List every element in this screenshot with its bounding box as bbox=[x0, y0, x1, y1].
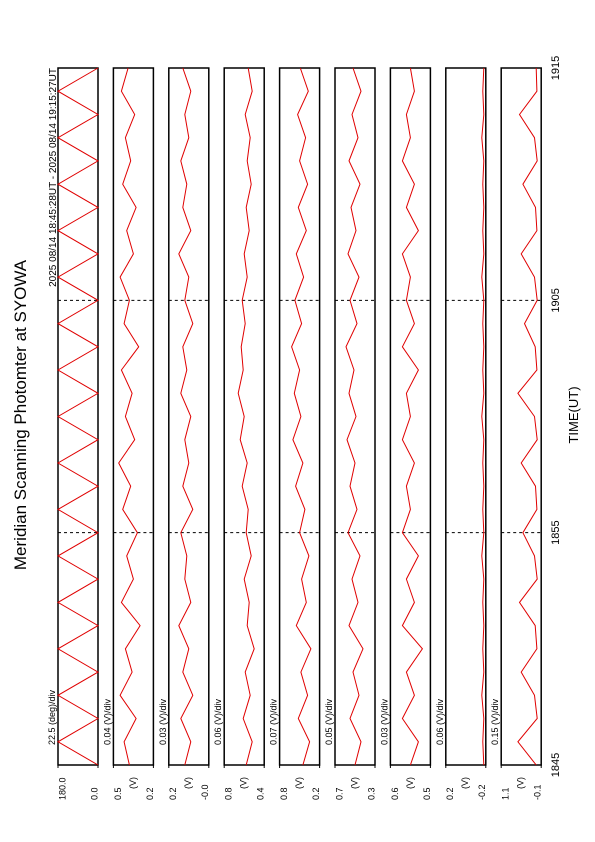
y-axis-label: (V) bbox=[294, 777, 304, 789]
y-tick-label: 0.2 bbox=[445, 787, 455, 800]
x-tick-label: 1855 bbox=[550, 520, 562, 544]
data-line bbox=[57, 67, 99, 766]
y-axis-label: (V) bbox=[516, 777, 526, 789]
data-line bbox=[401, 67, 424, 766]
y-axis-label: (V) bbox=[239, 777, 249, 789]
x-tick-label: 1905 bbox=[550, 288, 562, 312]
scale-label: 0.15 (V)/div bbox=[490, 698, 500, 745]
data-line bbox=[517, 67, 538, 766]
y-tick-label: 0.4 bbox=[256, 787, 266, 800]
scale-label: 0.06 (V)/div bbox=[213, 698, 223, 745]
y-axis-label: (V) bbox=[460, 777, 470, 789]
scale-label: 0.05 (V)/div bbox=[324, 698, 334, 745]
y-tick-label: 1.1 bbox=[501, 787, 511, 800]
x-axis-label: TIME(UT) bbox=[566, 386, 581, 443]
y-axis-label: (V) bbox=[128, 777, 138, 789]
scale-label: 0.04 (V)/div bbox=[102, 698, 112, 745]
y-tick-label: 0.8 bbox=[279, 787, 289, 800]
y-axis-label: (V) bbox=[405, 777, 415, 789]
data-line bbox=[345, 67, 364, 766]
y-tick-label: -0.2 bbox=[477, 784, 487, 800]
scale-label: 0.07 (V)/div bbox=[269, 698, 279, 745]
x-tick-label: 1915 bbox=[550, 56, 562, 80]
y-tick-label: 0.6 bbox=[390, 787, 400, 800]
panel-frame bbox=[168, 67, 210, 766]
y-tick-label: 0.2 bbox=[145, 787, 155, 800]
y-axis-label: (V) bbox=[183, 777, 193, 789]
scale-label: 22.5 (deg)/div bbox=[47, 689, 57, 745]
scale-label: 0.03 (V)/div bbox=[158, 698, 168, 745]
panel-frame bbox=[278, 67, 321, 766]
y-tick-label: 0.2 bbox=[311, 787, 321, 800]
y-tick-label: 0.0 bbox=[89, 787, 99, 800]
y-tick-label: 0.8 bbox=[224, 787, 234, 800]
data-line bbox=[178, 67, 194, 766]
chart-title: Meridian Scanning Photomter at SYOWA bbox=[11, 259, 30, 570]
y-tick-label: 0.3 bbox=[366, 787, 376, 800]
panel-frame bbox=[500, 67, 542, 766]
panel-frame bbox=[445, 67, 487, 766]
y-tick-label: 0.5 bbox=[422, 787, 432, 800]
y-axis-label: (V) bbox=[349, 777, 359, 789]
data-line bbox=[118, 67, 141, 766]
data-line bbox=[481, 67, 485, 766]
scale-label: 0.03 (V)/div bbox=[379, 698, 389, 745]
scale-label: 0.06 (V)/div bbox=[435, 698, 445, 745]
y-tick-label: 180.0 bbox=[57, 777, 67, 800]
y-tick-label: 0.7 bbox=[334, 787, 344, 800]
y-tick-label: -0.0 bbox=[200, 784, 210, 800]
y-tick-label: 0.2 bbox=[168, 787, 178, 800]
data-line bbox=[237, 67, 255, 766]
panel-frame bbox=[112, 67, 155, 766]
subtitle: 2025 08/14 18:45:28UT - 2025 08/14 19:15… bbox=[48, 68, 59, 287]
y-tick-label: 0.5 bbox=[113, 787, 123, 800]
y-tick-label: -0.1 bbox=[533, 784, 543, 800]
x-tick-label: 1845 bbox=[550, 753, 562, 777]
data-line bbox=[291, 67, 312, 766]
